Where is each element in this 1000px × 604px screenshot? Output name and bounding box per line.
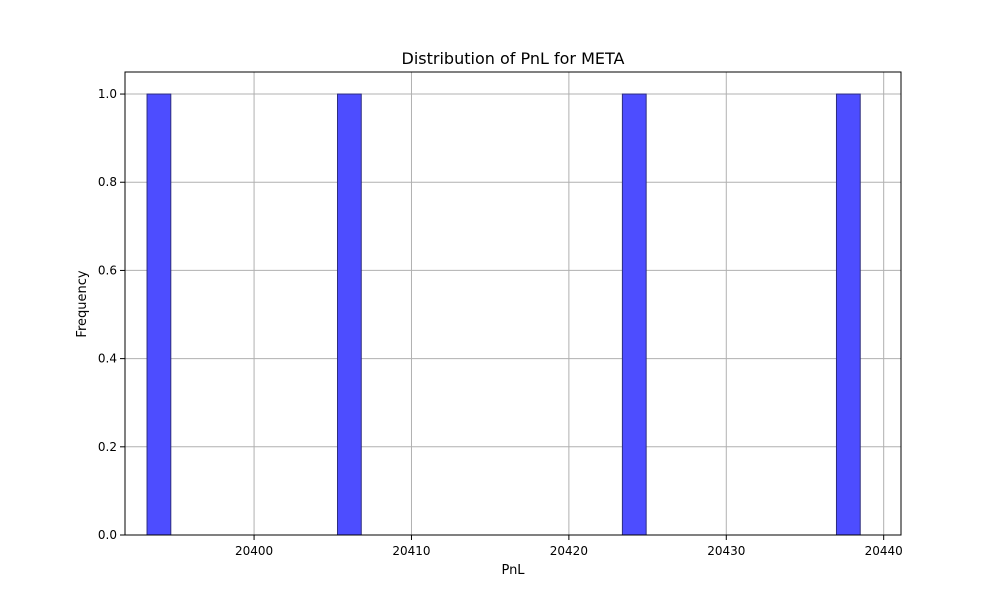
histogram-bar [336,93,362,536]
y-tick-label: 1.0 [98,87,117,101]
x-tick-label: 20420 [550,544,588,558]
x-axis-ticks: 20400 20410 20420 20430 20440 [235,535,903,558]
chart-title: Distribution of PnL for META [402,49,625,68]
y-tick-label: 0.2 [98,440,117,454]
grid-lines [125,72,901,536]
x-tick-label: 20400 [235,544,273,558]
histogram-bar [835,93,861,536]
y-tick-label: 0.4 [98,352,117,366]
x-tick-label: 20410 [392,544,430,558]
plot-area-frame [124,71,902,536]
y-axis-ticks: 0.0 0.2 0.4 0.6 0.8 1.0 [98,87,125,542]
y-tick-label: 0.8 [98,175,117,189]
histogram-bar [621,93,647,536]
x-axis-label: PnL [501,563,525,578]
y-axis-label: Frequency [75,270,90,337]
y-tick-label: 0.0 [98,528,117,542]
histogram-bar [146,93,172,536]
x-tick-label: 20440 [865,544,903,558]
y-tick-label: 0.6 [98,263,117,277]
x-tick-label: 20430 [707,544,745,558]
